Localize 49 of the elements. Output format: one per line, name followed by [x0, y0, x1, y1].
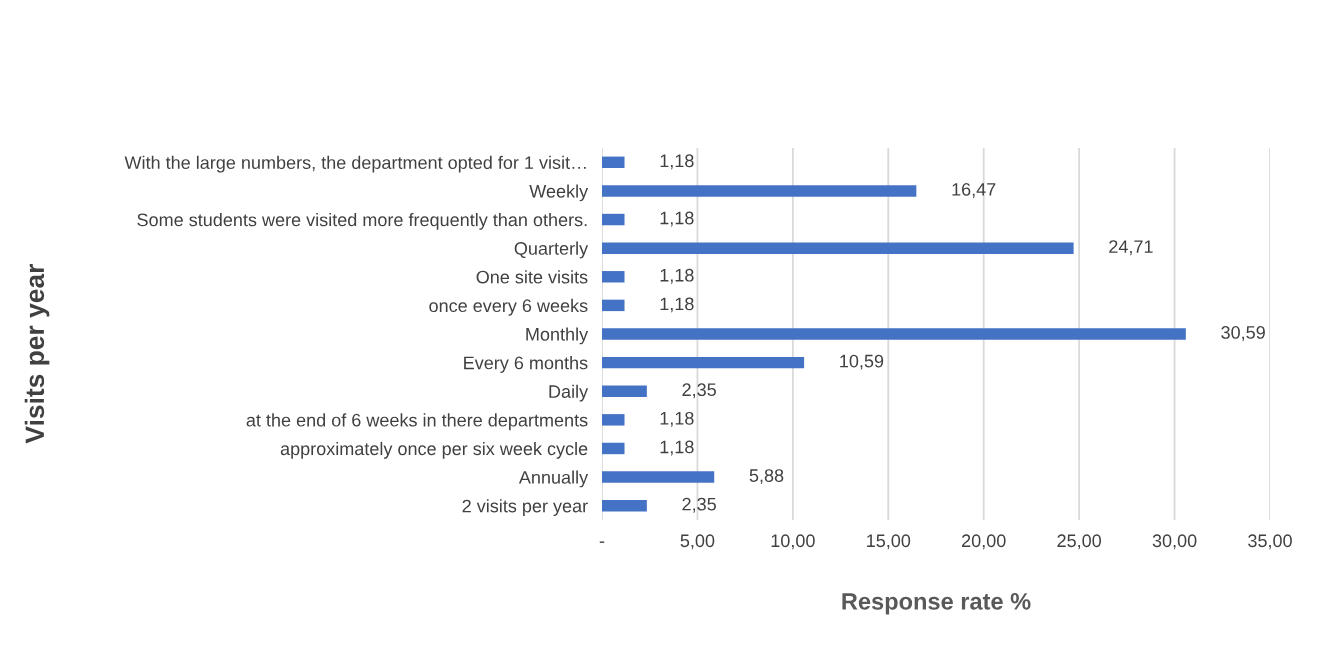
- x-tick-label: 15,00: [867, 534, 911, 550]
- y-tick-label: Daily: [549, 384, 589, 402]
- x-tick-label: 30,00: [1152, 534, 1197, 550]
- x-tick-label: 25,00: [1057, 534, 1102, 550]
- x-tick-label: 20,00: [962, 534, 1006, 550]
- x-tick-label: 35,00: [1248, 534, 1292, 550]
- data-label: 2,35: [682, 383, 716, 399]
- y-tick-label: at the end of 6 weeks in there departments: [246, 413, 588, 431]
- data-label: 24,71: [1109, 240, 1153, 256]
- y-tick-label: Some students were visited more frequently than others.: [137, 213, 587, 230]
- y-tick-label: Annually: [518, 470, 589, 488]
- bar: [602, 185, 917, 197]
- y-tick-label: approximately once per six week cycle: [280, 441, 588, 459]
- x-tick-label: 5,00: [680, 534, 715, 550]
- x-axis-title: Response rate %: [842, 593, 1031, 615]
- bar: [602, 499, 647, 512]
- data-label: 30,59: [1221, 326, 1265, 341]
- y-axis-title: Visits per year: [24, 264, 50, 444]
- y-tick-label: One site visits: [476, 270, 588, 284]
- bar: [602, 213, 625, 226]
- bar: [602, 299, 625, 312]
- bar: [602, 328, 1186, 340]
- data-label: 1,18: [660, 440, 694, 456]
- bar: [602, 242, 1074, 254]
- bar: [602, 385, 647, 397]
- bar: [602, 271, 625, 283]
- data-label: 1,18: [660, 211, 694, 227]
- y-tick-label: Quarterly: [514, 241, 589, 259]
- bar: [602, 156, 625, 169]
- x-tick-label: 10,00: [771, 534, 815, 550]
- y-tick-label: Every 6 months: [464, 356, 588, 373]
- y-tick-label: 2 visits per year: [462, 499, 588, 516]
- bar: [602, 442, 625, 455]
- bar: [602, 356, 805, 369]
- bar: [602, 471, 715, 483]
- data-label: 1,18: [660, 154, 694, 170]
- data-label: 2,35: [682, 497, 716, 513]
- data-label: 1,18: [660, 411, 694, 427]
- bar: [602, 414, 625, 426]
- x-tick-label: -: [599, 541, 605, 543]
- y-tick-label: With the large numbers, the department opted for 1 visit…: [124, 155, 586, 173]
- data-label: 16,47: [952, 182, 996, 198]
- y-tick-label: Weekly: [529, 184, 589, 202]
- y-tick-label: Monthly: [526, 327, 589, 345]
- y-tick-label: once every 6 weeks: [429, 298, 588, 316]
- data-label: 5,88: [749, 469, 784, 485]
- data-label: 10,59: [840, 354, 884, 370]
- data-label: 1,18: [660, 268, 694, 284]
- data-label: 1,18: [660, 297, 694, 313]
